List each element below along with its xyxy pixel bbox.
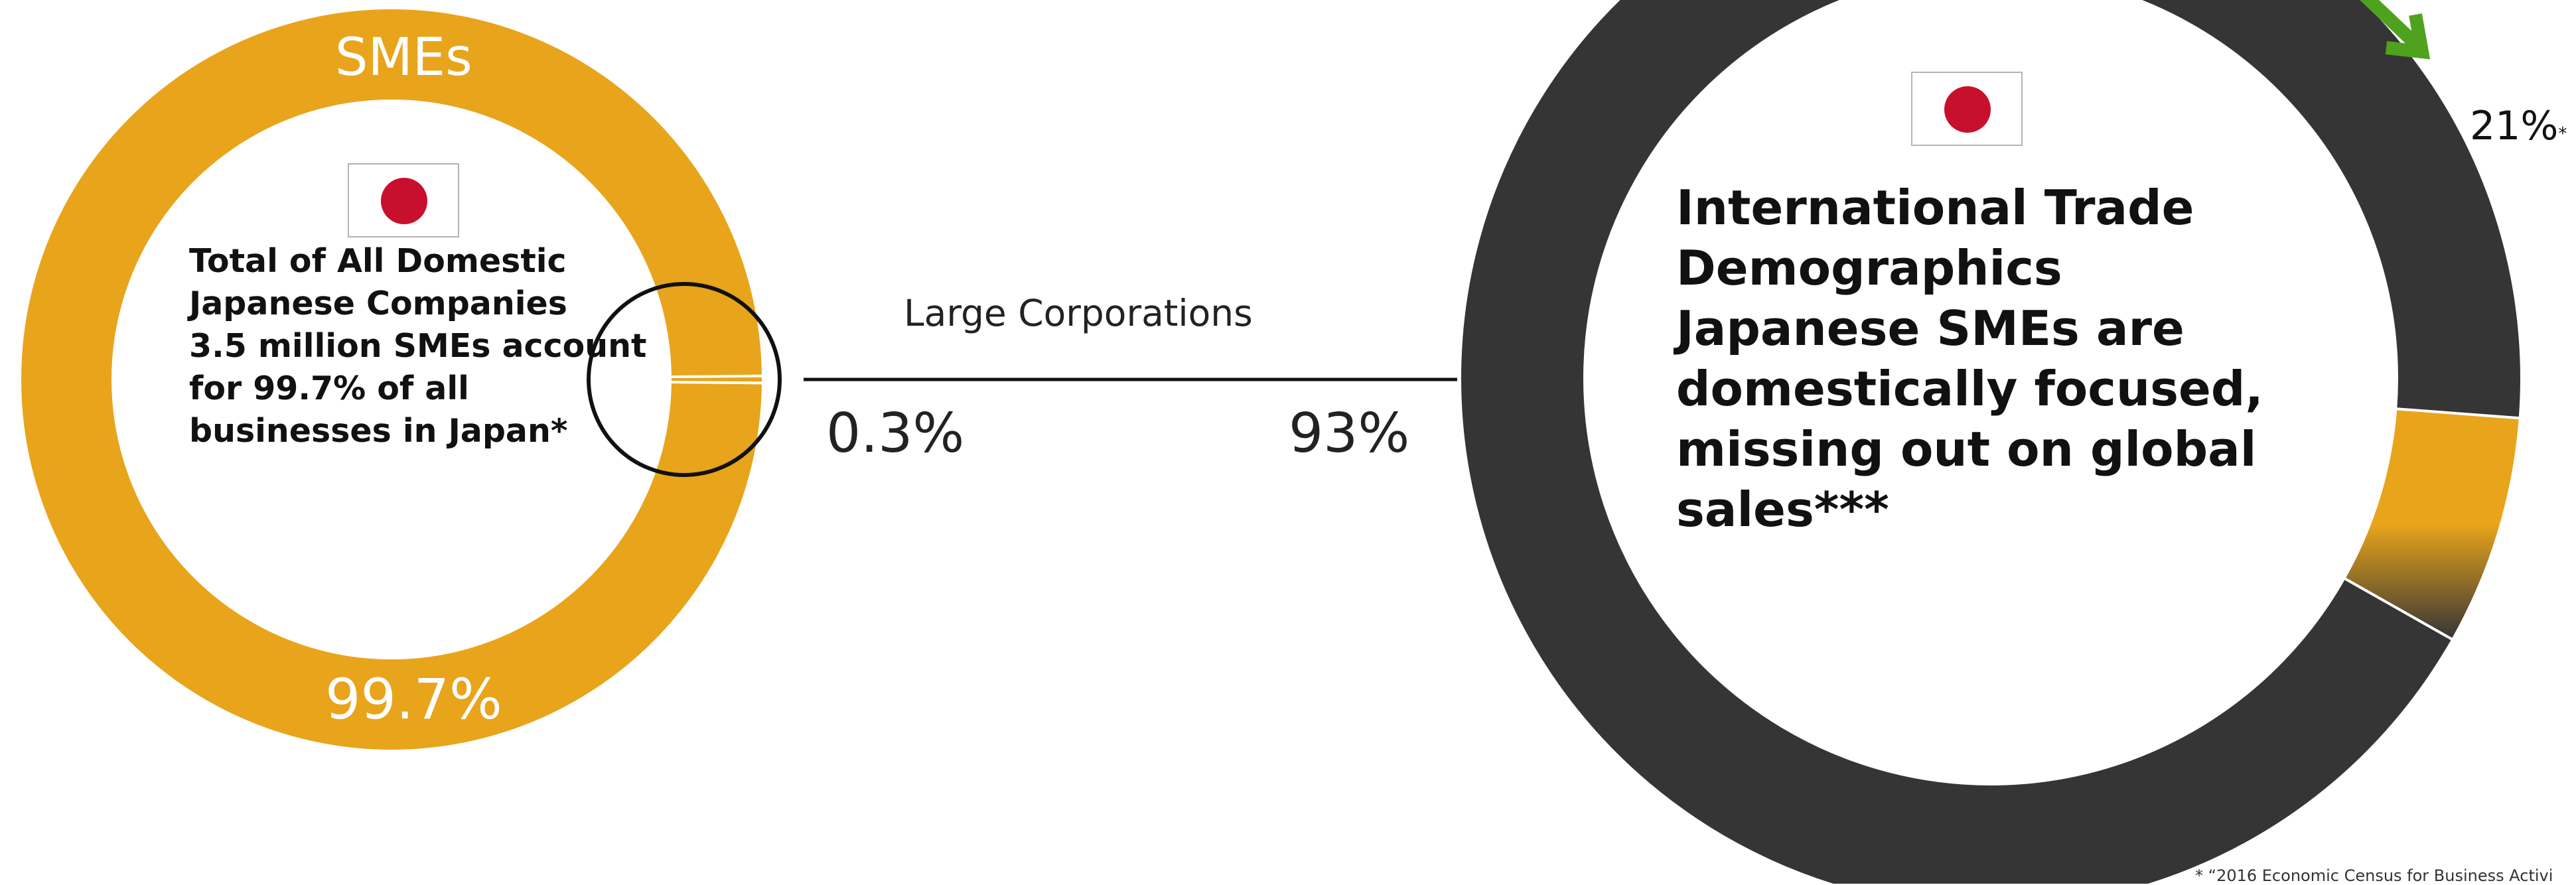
- large-corporations-share: 0.3%: [826, 402, 965, 465]
- footnote: * “2016 Economic Census for Business Act…: [2195, 866, 2553, 885]
- left-chart-text: Total of All Domestic Japanese Companies…: [189, 240, 654, 452]
- sme-share-label: 99.7%: [325, 667, 502, 732]
- sme-segment: [19, 7, 765, 752]
- japan-flag-left-icon: [348, 163, 459, 238]
- international-share-value: 21%: [2470, 103, 2559, 149]
- magnifier-circle: [587, 282, 782, 477]
- right-heading: International Trade Demographics: [1676, 180, 2194, 296]
- connector-group: [587, 282, 1457, 477]
- right-body: Japanese SMEs are domestically focused, …: [1676, 301, 2263, 537]
- sme-label: SMEs: [335, 28, 472, 88]
- large-corporations-label: Large Corporations: [904, 292, 1253, 334]
- international-share-footnote-mark: *: [2558, 124, 2567, 144]
- domestic-segment: [1459, 0, 2523, 884]
- right-chart-text: International Trade Demographics Japanes…: [1676, 178, 2340, 540]
- flag-sun-icon: [1944, 86, 1991, 133]
- trade-donut-chart: [1459, 0, 2523, 884]
- flag-sun-icon: [381, 178, 427, 224]
- large-corporations-segment: [668, 374, 765, 385]
- sme-donut-chart: [19, 7, 765, 752]
- japan-flag-right-icon: [1911, 72, 2023, 146]
- left-body: 3.5 million SMEs account for 99.7% of al…: [189, 327, 647, 450]
- growth-arrow-icon: [2360, 0, 2431, 60]
- domestic-share-label: 93%: [1289, 402, 1410, 465]
- international-share-label: 21%*: [2470, 103, 2567, 149]
- left-heading: Total of All Domestic Japanese Companies: [189, 242, 567, 322]
